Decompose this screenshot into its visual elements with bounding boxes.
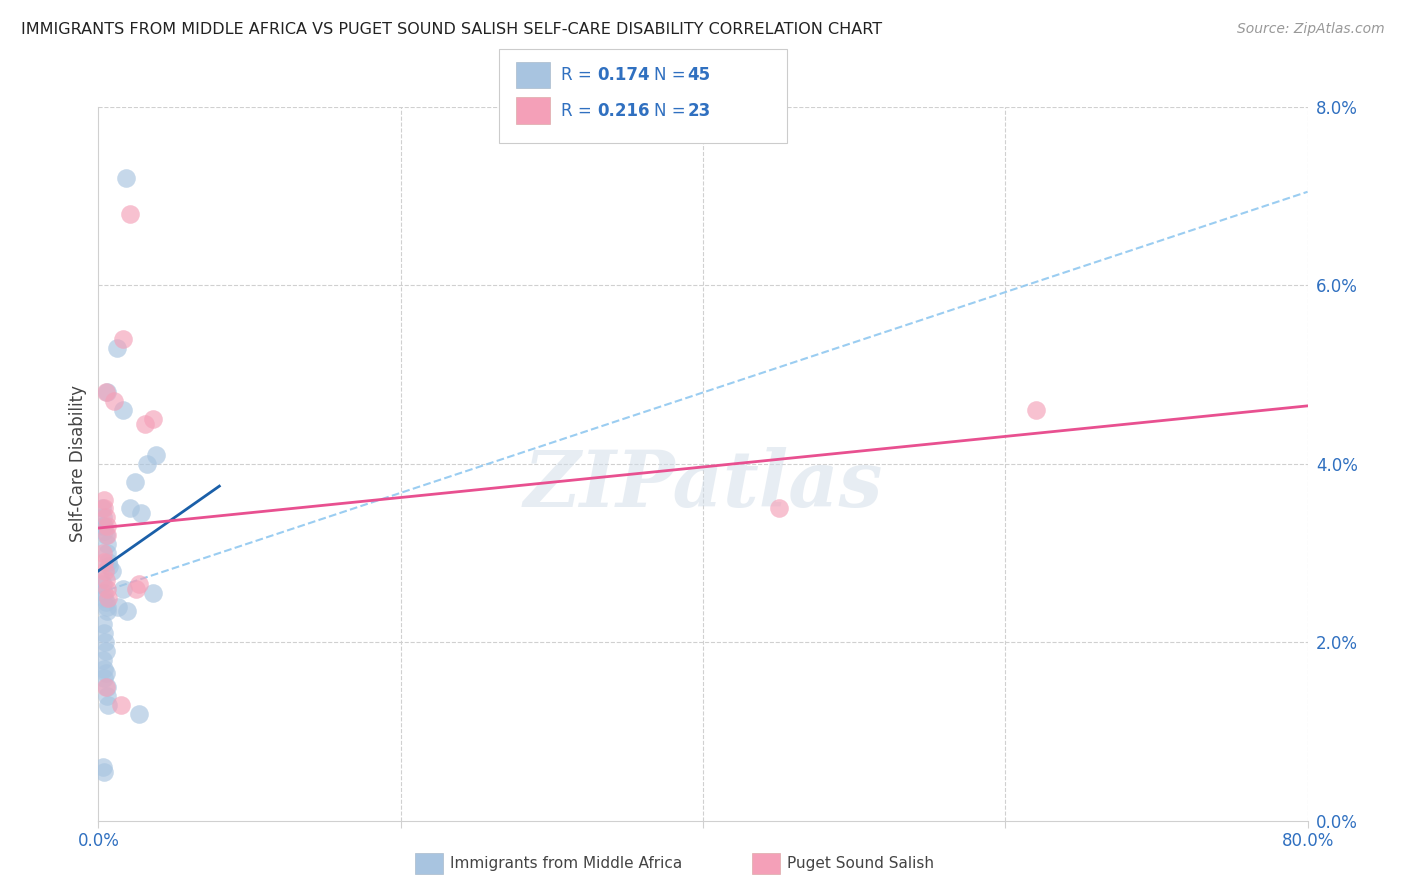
Point (93, 591, 115, 605)
Text: R =: R = (561, 66, 598, 84)
Point (96, 537, 118, 551)
Point (94, 510, 117, 524)
Point (93, 501, 115, 516)
Point (134, 417, 156, 431)
Point (110, 698, 132, 712)
Point (145, 448, 167, 462)
Point (91, 510, 114, 524)
Point (125, 582, 148, 596)
Text: R =: R = (561, 102, 598, 120)
Point (94, 595, 117, 609)
Point (93, 524, 115, 538)
Text: N =: N = (654, 66, 690, 84)
Point (105, 341, 128, 355)
Point (93, 492, 115, 507)
Point (111, 403, 134, 417)
Point (96, 528, 118, 542)
Point (96, 546, 118, 560)
Point (91, 519, 114, 533)
Point (120, 501, 142, 516)
Point (97, 555, 120, 569)
Point (128, 706, 150, 721)
Point (94, 635, 117, 649)
Point (96, 582, 118, 596)
Text: IMMIGRANTS FROM MIDDLE AFRICA VS PUGET SOUND SALISH SELF-CARE DISABILITY CORRELA: IMMIGRANTS FROM MIDDLE AFRICA VS PUGET S… (21, 22, 882, 37)
Point (94, 680, 117, 694)
Text: 0.174: 0.174 (598, 66, 650, 84)
Point (91, 546, 114, 560)
Point (91, 617, 114, 632)
Point (96, 689, 118, 703)
Text: Puget Sound Salish: Puget Sound Salish (787, 856, 935, 871)
Text: Immigrants from Middle Africa: Immigrants from Middle Africa (450, 856, 682, 871)
Point (91, 577, 114, 591)
Text: 23: 23 (688, 102, 711, 120)
Point (111, 582, 134, 596)
Point (114, 171, 136, 186)
Point (93, 764, 115, 779)
Point (128, 577, 150, 591)
Point (94, 666, 117, 681)
Point (94, 644, 117, 658)
Point (120, 207, 142, 221)
Point (96, 604, 118, 618)
Point (93, 555, 115, 569)
Text: N =: N = (654, 102, 690, 120)
Point (91, 653, 114, 667)
Point (94, 573, 117, 587)
Point (97, 591, 120, 605)
Point (135, 457, 157, 471)
Point (124, 475, 146, 489)
Point (94, 564, 117, 578)
Point (101, 564, 124, 578)
Point (91, 760, 114, 774)
Point (98, 559, 121, 574)
Point (93, 671, 115, 685)
Text: 0.216: 0.216 (598, 102, 650, 120)
Text: ZIPatlas: ZIPatlas (523, 447, 883, 524)
Point (96, 519, 118, 533)
Point (93, 586, 115, 600)
Point (91, 501, 114, 516)
Y-axis label: Self-Care Disability: Self-Care Disability (69, 385, 87, 542)
Point (129, 506, 152, 520)
Text: 45: 45 (688, 66, 710, 84)
Point (96, 385, 118, 400)
Point (93, 626, 115, 640)
Point (93, 662, 115, 676)
Point (142, 586, 165, 600)
Point (97, 698, 120, 712)
Point (142, 412, 165, 426)
Point (1024, 403, 1046, 417)
Point (111, 332, 134, 346)
Point (90, 573, 112, 587)
Point (115, 604, 138, 618)
Point (93, 519, 115, 533)
Point (107, 599, 129, 614)
Point (94, 385, 117, 400)
Point (768, 501, 790, 516)
Text: Source: ZipAtlas.com: Source: ZipAtlas.com (1237, 22, 1385, 37)
Point (96, 599, 118, 614)
Point (103, 394, 125, 409)
Point (96, 680, 118, 694)
Point (94, 528, 117, 542)
